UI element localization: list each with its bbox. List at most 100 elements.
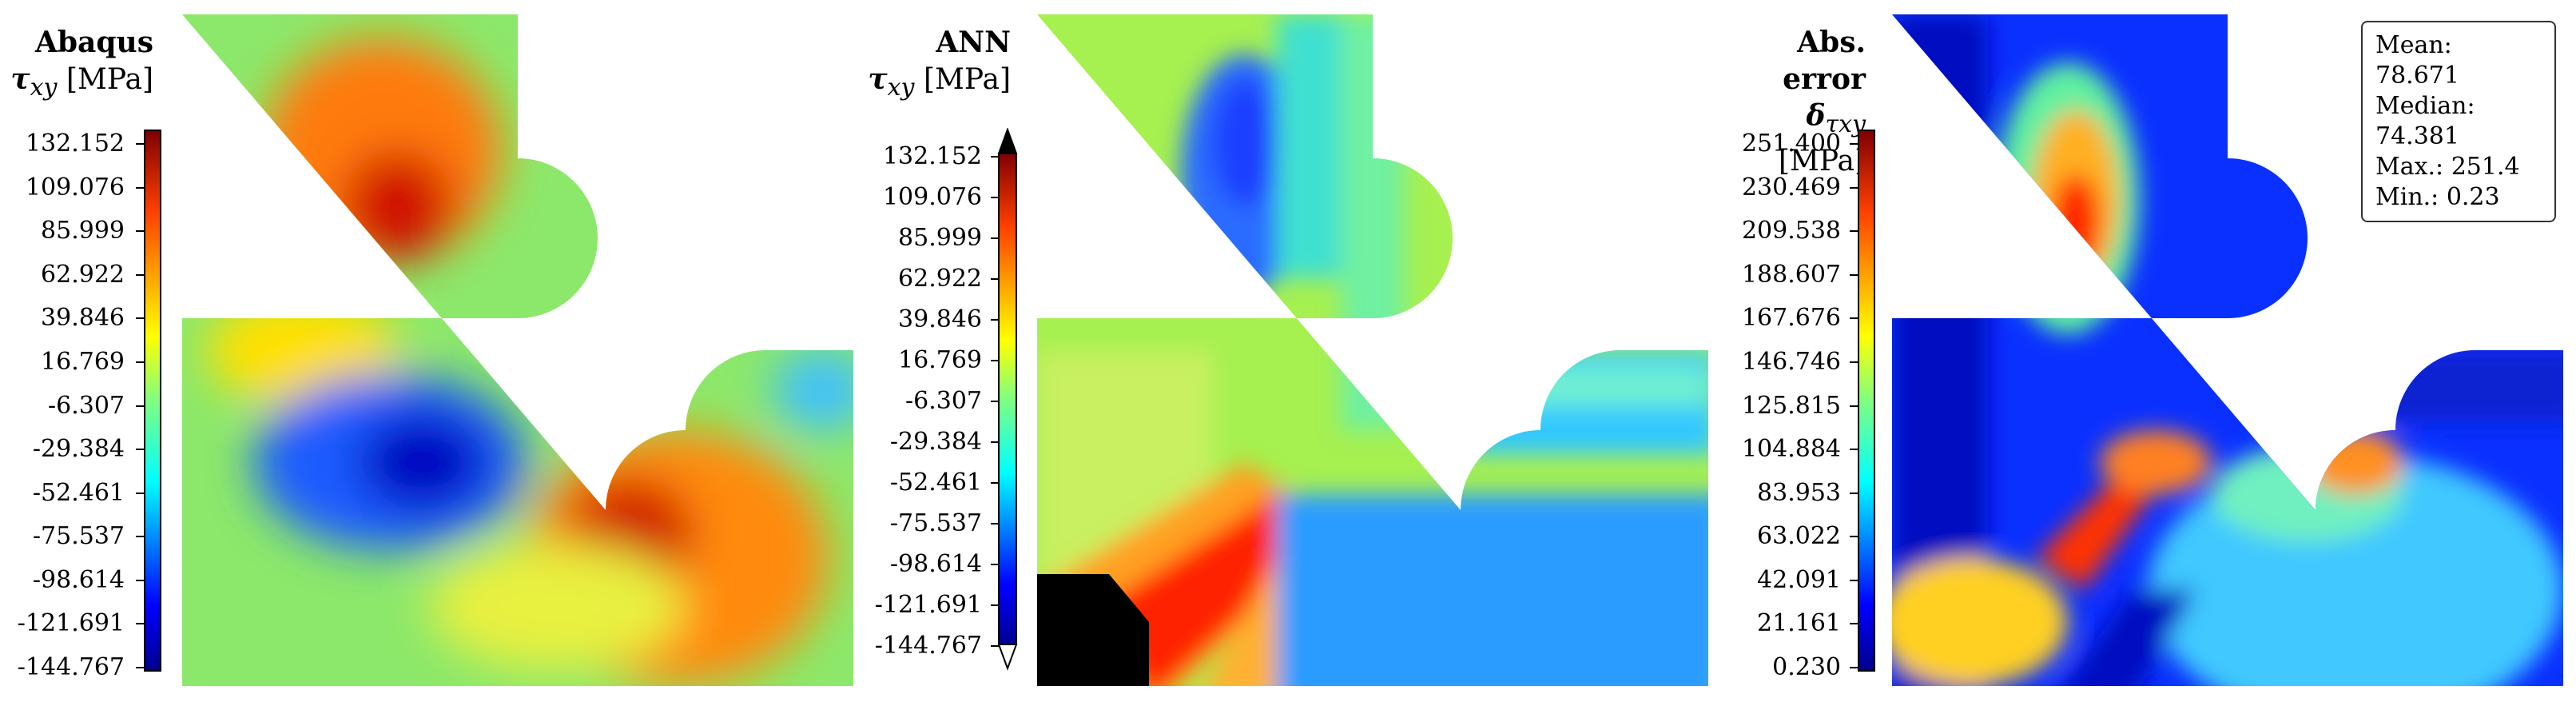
colorbar-tick-label: -29.384	[32, 435, 125, 464]
colorbar-tick-label: 85.999	[41, 217, 125, 245]
colorbar-tick-label: 132.152	[25, 130, 125, 158]
colorbar-tick-mark	[136, 405, 144, 407]
colorbar-tick-label: 104.884	[1741, 435, 1841, 464]
colorbar-tick-mark	[1850, 579, 1858, 581]
colorbar-tick-label: -144.767	[874, 632, 982, 660]
colorbar-tick-mark	[991, 237, 999, 239]
colorbar	[144, 130, 161, 672]
colorbar-tick-label: -52.461	[32, 478, 125, 507]
colorbar-tick-label: 42.091	[1757, 565, 1841, 594]
colorbar-tick-mark	[1850, 623, 1858, 625]
colorbar-tick-label: 16.769	[41, 347, 125, 376]
colorbar-tick-mark	[1850, 361, 1858, 363]
panel-ann: ANN τxy [MPa] 132.152 109.	[855, 0, 1718, 702]
colorbar-tick-mark	[1850, 230, 1858, 233]
colorbar-tick-label: 109.076	[882, 183, 982, 211]
colorbar-tick-mark	[136, 449, 144, 451]
colorbar-tick-mark	[136, 273, 144, 276]
colorbar-tick-mark	[991, 401, 999, 402]
error-field	[1892, 14, 2563, 686]
colorbar-tick-label: 62.922	[41, 260, 125, 289]
quantity-label: δτxy [MPa]	[1778, 99, 1866, 178]
colorbar-tick-label: -98.614	[32, 565, 125, 594]
colorbar-tick-mark	[1850, 492, 1858, 494]
colorbar-tick-label: -75.537	[889, 509, 982, 537]
colorbar-tick-label: 0.230	[1772, 653, 1841, 681]
colorbar-tick-mark	[991, 278, 999, 280]
colorbar-tick-mark	[1850, 273, 1858, 276]
colorbar-tick-label: 83.953	[1757, 478, 1841, 507]
colorbar-tick-label: -98.614	[889, 550, 982, 578]
colorbar-tick-label: 251.400	[1741, 130, 1841, 158]
colorbar-tick-mark	[991, 441, 999, 443]
colorbar-tick-label: -144.767	[17, 653, 125, 681]
colorbar-tick-label: 132.152	[882, 142, 982, 170]
colorbar-tick-mark	[1850, 449, 1858, 451]
stats-mean: Mean: 78.671	[2375, 31, 2459, 90]
quantity-label: τxy [MPa]	[10, 62, 153, 102]
colorbar-tick-label: 167.676	[1741, 304, 1841, 333]
colorbar-tick-mark	[1850, 143, 1858, 145]
colorbar-tick-mark	[136, 579, 144, 581]
colorbar-tick-mark	[991, 564, 999, 565]
panel-abs-error: Abs. error δτxy [MPa] Mean: 78.67	[1718, 0, 2576, 702]
colorbar-tick-label: -29.384	[889, 428, 982, 456]
colorbar-tick-label: 16.769	[898, 346, 982, 374]
colorbar-tick-mark	[991, 523, 999, 525]
colorbar-tick-label: -6.307	[47, 391, 125, 420]
colorbar-tick-mark	[136, 623, 144, 625]
colorbar-tick-label: 109.076	[25, 173, 125, 201]
colorbar-tick-mark	[136, 492, 144, 494]
colorbar	[1858, 130, 1875, 672]
colorbar-tick-label: 62.922	[898, 265, 982, 293]
colorbar-tick-mark	[1850, 186, 1858, 189]
stats-min: Min.: 0.23	[2375, 183, 2500, 211]
colorbar-tick-label: 21.161	[1757, 609, 1841, 638]
colorbar-tick-label: 125.815	[1741, 391, 1841, 420]
stress-field-ann	[1037, 14, 1708, 686]
panel-abaqus: Abaqus τxy [MPa] 132.152 109.076 85.999 62.…	[0, 0, 855, 702]
colorbar-tick-label: 209.538	[1741, 217, 1841, 245]
stats-box: Mean: 78.671 Median: 74.381 Max.: 251.4 …	[2361, 21, 2556, 222]
colorbar-tick-mark	[991, 645, 999, 647]
colorbar-tick-label: 85.999	[898, 224, 982, 252]
colorbar-tick-mark	[136, 361, 144, 363]
colorbar-title: ANN τxy [MPa]	[855, 24, 1011, 106]
colorbar-tick-mark	[991, 319, 999, 321]
colorbar-tick-mark	[136, 536, 144, 538]
colorbar-tick-label: 188.607	[1741, 260, 1841, 289]
colorbar-tick-label: -6.307	[904, 387, 982, 415]
colorbar-tick-label: 230.469	[1741, 173, 1841, 201]
colorbar-tick-label: -52.461	[889, 469, 982, 497]
colorbar-extend-arrows	[997, 128, 1018, 671]
colorbar-title: Abaqus τxy [MPa]	[0, 24, 153, 106]
colorbar-tick-mark	[991, 604, 999, 606]
colorbar-tick-mark	[991, 360, 999, 361]
colorbar-tick-mark	[991, 197, 999, 198]
colorbar-tick-label: -121.691	[874, 591, 982, 619]
colorbar-tick-label: -121.691	[17, 609, 125, 638]
colorbar-tick-label: -75.537	[32, 522, 125, 551]
quantity-label: τxy [MPa]	[868, 62, 1011, 102]
stats-median: Median: 74.381	[2375, 92, 2475, 150]
colorbar-tick-mark	[136, 186, 144, 189]
colorbar-tick-label: 63.022	[1757, 522, 1841, 551]
colorbar-tick-mark	[136, 317, 144, 320]
colorbar-tick-mark	[1850, 317, 1858, 320]
stress-field-abaqus	[182, 14, 853, 686]
colorbar-tick-label: 39.846	[898, 305, 982, 333]
colorbar-title: Abs. error δτxy [MPa]	[1718, 24, 1866, 180]
colorbar-tick-mark	[1850, 536, 1858, 538]
colorbar-tick-mark	[1850, 667, 1858, 668]
colorbar-tick-label: 39.846	[41, 304, 125, 333]
panel-title: Abs. error	[1783, 26, 1866, 96]
stats-max: Max.: 251.4	[2375, 153, 2520, 181]
colorbar-tick-mark	[136, 143, 144, 145]
colorbar-tick-mark	[1850, 405, 1858, 407]
colorbar-tick-mark	[991, 482, 999, 484]
colorbar-tick-label: 146.746	[1741, 347, 1841, 376]
colorbar-tick-mark	[136, 667, 144, 668]
panel-title: ANN	[936, 26, 1011, 59]
colorbar-tick-mark	[991, 156, 999, 158]
panel-title: Abaqus	[34, 26, 153, 59]
